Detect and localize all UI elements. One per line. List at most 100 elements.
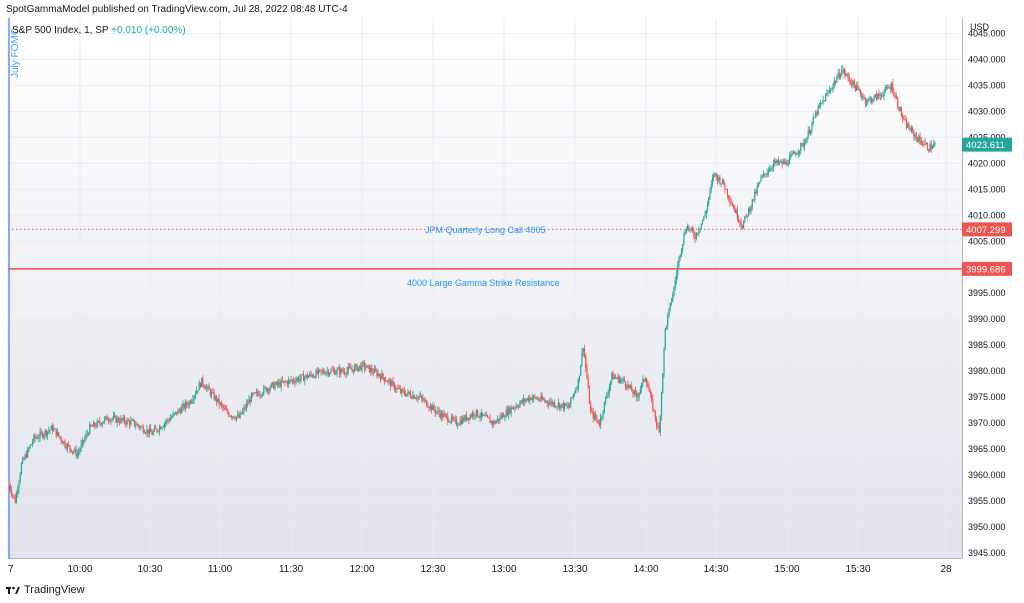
- candle-body: [643, 379, 645, 381]
- candle-body: [217, 398, 219, 402]
- candle-body: [638, 392, 640, 397]
- candle-body: [812, 117, 814, 124]
- candle-body: [785, 161, 787, 164]
- candle-body: [857, 85, 859, 89]
- time-axis[interactable]: [8, 558, 962, 579]
- candle-body: [162, 426, 164, 428]
- candle-body: [82, 440, 85, 442]
- gamma-level-tag: 3999.686: [966, 264, 1006, 275]
- candle-body: [173, 413, 175, 414]
- candle-body: [238, 414, 240, 418]
- price-axis[interactable]: [962, 18, 1024, 558]
- candle-body: [751, 199, 753, 207]
- price-tick-label: 3950.000: [968, 522, 1006, 532]
- time-tick-label: 13:30: [562, 564, 587, 575]
- time-tick-label: 11:30: [279, 564, 304, 575]
- candle-body: [32, 441, 34, 445]
- candle-body: [562, 403, 564, 409]
- candle-body: [198, 382, 200, 391]
- candle-body: [772, 163, 775, 168]
- price-tick-label: 4035.000: [968, 81, 1006, 91]
- candle-body: [678, 257, 680, 266]
- candle-body: [490, 421, 492, 423]
- candle-body: [336, 369, 338, 373]
- candle-body: [756, 186, 758, 194]
- candle-body: [412, 395, 414, 399]
- candle-body: [491, 421, 494, 424]
- candle-body: [529, 397, 531, 401]
- candle-body: [907, 124, 909, 128]
- candle-body: [472, 412, 474, 417]
- candle-body: [301, 374, 303, 376]
- candle-body: [864, 97, 866, 103]
- candle-body: [626, 385, 628, 388]
- candle-body: [339, 368, 341, 374]
- candle-body: [91, 426, 93, 428]
- time-tick-label: 10:30: [137, 564, 162, 575]
- candle-body: [387, 380, 389, 382]
- candle-body: [219, 402, 221, 405]
- candle-body: [18, 481, 20, 490]
- candle-body: [807, 130, 809, 138]
- candle-body: [811, 123, 813, 130]
- candle-body: [565, 403, 567, 406]
- chart-grid: [7, 18, 962, 558]
- candle-body: [463, 417, 465, 421]
- candle-body: [842, 69, 844, 71]
- candle-body: [540, 396, 542, 401]
- candle-body: [692, 228, 694, 232]
- candle-body: [366, 365, 368, 368]
- candle-body: [701, 220, 704, 224]
- candle-body: [531, 397, 533, 400]
- candle-body: [793, 152, 796, 154]
- candle-body: [838, 72, 840, 78]
- candle-body: [769, 168, 771, 172]
- chart-area[interactable]: [8, 18, 963, 558]
- candle-body: [442, 412, 444, 418]
- candle-body: [260, 394, 262, 396]
- candle-body: [729, 198, 731, 203]
- candle-body: [725, 189, 727, 190]
- candle-body: [35, 437, 37, 439]
- candle-body: [632, 391, 634, 395]
- candle-body: [462, 417, 464, 424]
- candle-body: [383, 377, 385, 382]
- candle-body: [709, 189, 711, 198]
- candle-body: [264, 387, 266, 388]
- candle-body: [683, 234, 685, 244]
- candle-body: [294, 381, 296, 383]
- candle-body: [137, 424, 139, 427]
- candle-body: [738, 218, 740, 222]
- candle-body: [710, 183, 712, 190]
- candle-body: [391, 381, 393, 387]
- candle-body: [112, 416, 115, 419]
- candle-body: [307, 376, 310, 378]
- candle-body: [508, 407, 510, 416]
- candle-body: [910, 127, 912, 132]
- candle-body: [74, 449, 76, 452]
- candle-body: [320, 369, 322, 372]
- currency-label: USD: [970, 22, 990, 32]
- candle-body: [261, 393, 264, 396]
- time-tick-label: 11:00: [208, 564, 233, 575]
- candle-body: [179, 410, 182, 414]
- candle-body: [160, 426, 162, 430]
- candle-body: [542, 399, 545, 401]
- candle-body: [659, 416, 661, 433]
- candle-body: [545, 400, 547, 402]
- candle-body: [317, 369, 320, 374]
- candle-body: [781, 161, 783, 165]
- candle-body: [762, 173, 765, 176]
- candle-body: [381, 373, 383, 380]
- candle-body: [598, 423, 601, 426]
- candle-body: [168, 420, 170, 421]
- candle-body: [770, 168, 772, 170]
- candle-body: [206, 387, 208, 390]
- candle-body: [397, 387, 399, 389]
- candle-body: [831, 89, 833, 90]
- candle-body: [275, 381, 277, 385]
- candle-body: [288, 379, 290, 385]
- candle-body: [20, 463, 23, 475]
- candle-body: [432, 405, 434, 411]
- candle-body: [485, 415, 487, 417]
